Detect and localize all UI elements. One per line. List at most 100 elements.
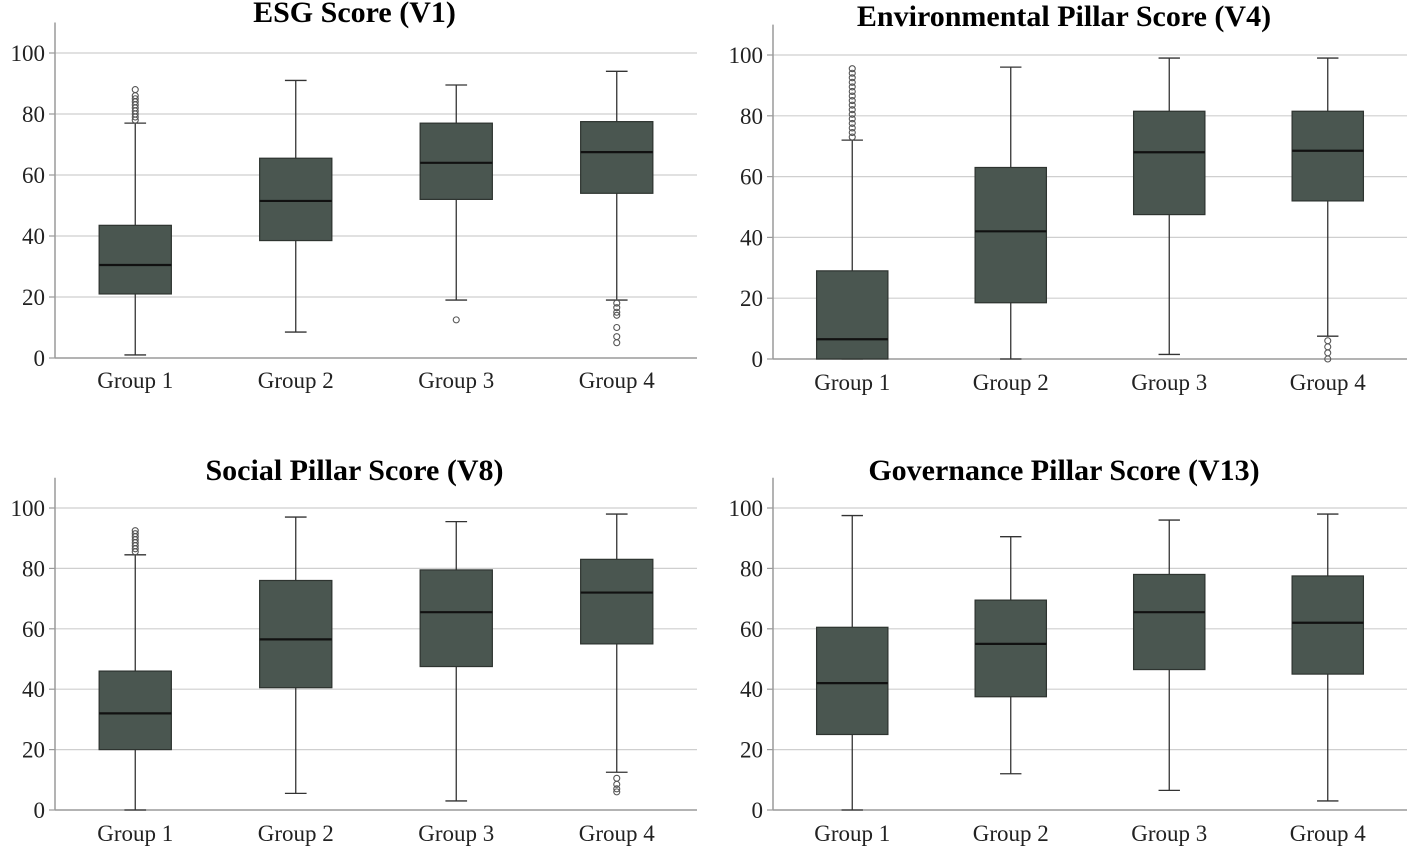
outlier-point xyxy=(848,133,856,141)
y-tick-label: 40 xyxy=(740,677,763,702)
y-tick-label: 80 xyxy=(740,556,763,581)
outlier-point xyxy=(848,83,856,91)
x-tick-label: Group 3 xyxy=(1131,370,1207,395)
outlier-point xyxy=(848,110,856,118)
environmental-pillar-score-panel: Environmental Pillar Score (V4) 0 20 40 60 8… xyxy=(709,0,1419,410)
y-tick-label: 60 xyxy=(22,163,45,188)
x-tick-label: Group 1 xyxy=(97,821,173,846)
iqr-box xyxy=(580,121,654,194)
y-tick-label: 100 xyxy=(729,496,764,521)
iqr-box xyxy=(1291,110,1365,202)
y-tick-label: 100 xyxy=(729,43,764,68)
outlier-point xyxy=(613,339,621,347)
iqr-box xyxy=(1132,573,1206,671)
outlier-point xyxy=(1324,343,1332,351)
box-4 xyxy=(1291,513,1365,802)
chart-title: Environmental Pillar Score (V4) xyxy=(856,0,1272,33)
y-tick-label: 100 xyxy=(11,496,46,521)
x-tick-label: Group 3 xyxy=(418,821,494,846)
x-tick-label: Group 3 xyxy=(1131,821,1207,846)
outlier-point xyxy=(613,780,621,788)
y-tick-label: 60 xyxy=(22,617,45,642)
iqr-box xyxy=(1132,110,1206,216)
x-tick-label: Group 4 xyxy=(1290,370,1367,395)
governance-pillar-score-panel: Governance Pillar Score (V13) 0 20 40 60 80 1… xyxy=(709,452,1419,852)
box-1 xyxy=(815,514,889,811)
iqr-box xyxy=(974,166,1048,304)
outlier-point xyxy=(131,527,139,535)
y-tick-label: 20 xyxy=(740,738,763,763)
outlier-point xyxy=(613,333,621,341)
iqr-box xyxy=(98,670,172,751)
iqr-box xyxy=(259,157,333,242)
y-tick-label: 0 xyxy=(34,346,46,371)
social-pillar-score-panel: Social Pillar Score (V8) 0 20 40 60 80 100 Gro… xyxy=(0,452,709,852)
outlier-point xyxy=(613,304,621,312)
x-tick-label: Group 2 xyxy=(973,370,1049,395)
box-2 xyxy=(974,66,1048,360)
box-1 xyxy=(815,65,889,360)
y-tick-label: 0 xyxy=(34,798,46,823)
chart-title: Social Pillar Score (V8) xyxy=(205,454,504,487)
box-plot: 0 20 40 60 80 100 Group 1 Group 2 Group 3 Group 4 xyxy=(11,22,697,393)
outlier-point xyxy=(848,115,856,123)
outlier-point xyxy=(848,92,856,100)
outlier-point xyxy=(848,128,856,137)
outlier-point xyxy=(131,86,139,94)
outlier-point xyxy=(848,97,856,105)
chart-title: ESG Score (V1) xyxy=(253,0,456,29)
outlier-point xyxy=(613,323,621,332)
box-3 xyxy=(1132,519,1206,792)
y-tick-label: 80 xyxy=(740,104,763,129)
box-3 xyxy=(1132,57,1206,356)
outlier-point xyxy=(613,774,621,782)
x-tick-label: Group 2 xyxy=(973,821,1049,846)
outlier-point xyxy=(613,788,621,796)
outlier-point xyxy=(1324,349,1332,357)
outlier-point xyxy=(848,65,856,73)
outlier-point xyxy=(1324,355,1332,363)
iqr-box xyxy=(580,558,654,645)
chart-title: Governance Pillar Score (V13) xyxy=(868,454,1260,487)
outlier-point xyxy=(848,78,856,86)
outlier-point xyxy=(848,69,856,77)
box-4 xyxy=(580,70,654,347)
y-tick-label: 0 xyxy=(752,347,764,372)
outlier-point xyxy=(848,87,856,96)
box-3 xyxy=(419,520,493,802)
outlier-point xyxy=(613,785,621,793)
x-tick-label: Group 1 xyxy=(814,821,890,846)
box-1 xyxy=(98,86,172,356)
x-tick-label: Group 2 xyxy=(258,368,334,393)
outlier-point xyxy=(613,311,621,319)
outlier-point xyxy=(1324,337,1332,345)
y-tick-label: 80 xyxy=(22,102,45,127)
y-tick-label: 100 xyxy=(11,41,46,66)
y-tick-label: 20 xyxy=(740,286,763,311)
y-tick-label: 60 xyxy=(740,165,763,190)
outlier-point xyxy=(848,106,856,114)
outlier-point xyxy=(131,95,139,103)
x-tick-label: Group 4 xyxy=(579,821,656,846)
outlier-point xyxy=(613,308,621,316)
y-tick-label: 20 xyxy=(22,285,45,310)
y-tick-label: 0 xyxy=(752,798,764,823)
y-tick-label: 60 xyxy=(740,617,763,642)
iqr-box xyxy=(815,270,889,360)
iqr-box xyxy=(419,569,493,668)
y-tick-label: 40 xyxy=(22,224,45,249)
box-1 xyxy=(98,527,172,811)
iqr-box xyxy=(815,626,889,736)
box-2 xyxy=(259,79,333,333)
y-tick-label: 20 xyxy=(22,738,45,763)
box-3 xyxy=(419,84,493,324)
box-4 xyxy=(1291,57,1365,363)
x-tick-label: Group 1 xyxy=(814,370,890,395)
outlier-point xyxy=(848,119,856,127)
outlier-point xyxy=(848,124,856,132)
x-tick-label: Group 3 xyxy=(418,368,494,393)
box-plot: 0 20 40 60 80 100 Group 1 Group 2 Group 3 Group 4 xyxy=(729,24,1407,395)
y-tick-label: 40 xyxy=(22,677,45,702)
outlier-point xyxy=(848,74,856,82)
iqr-box xyxy=(98,224,172,295)
